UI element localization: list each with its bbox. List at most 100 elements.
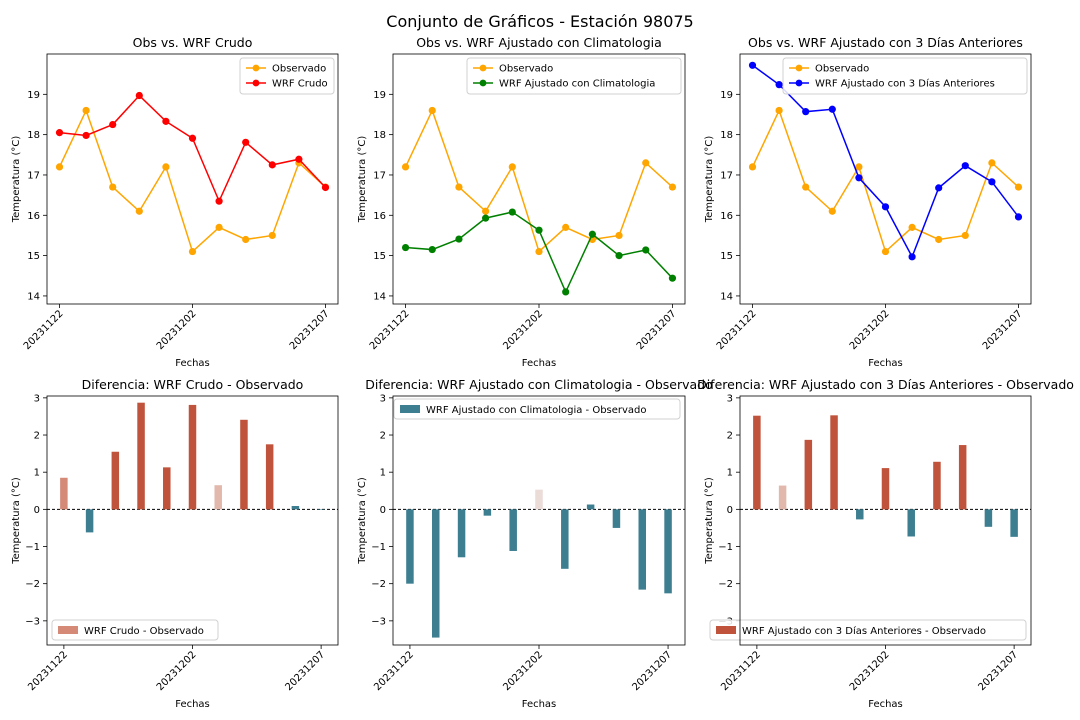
data-point [828,105,836,113]
series-line-0 [751,108,1019,253]
y-tick-label: 2 [727,431,733,442]
data-point [535,247,543,256]
y-tick-label: 17 [27,170,40,181]
chart-title: Obs vs. WRF Ajustado con Climatologia [416,35,662,50]
data-point [881,247,890,256]
bar [612,509,621,528]
data-point [668,183,677,191]
legend-box [51,619,219,641]
data-point [748,163,757,171]
y-tick-label: −3 [25,616,40,627]
x-axis-label: Fechas [175,699,210,710]
x-tick-label: 20231122 [368,308,412,352]
data-point [321,183,330,192]
legend-label: WRF Ajustado con 3 Días Anteriores [815,78,995,90]
legend-box [239,57,335,95]
y-tick-label: 14 [373,291,386,302]
y-tick-label: 3 [727,393,733,404]
y-tick-label: 17 [373,170,386,181]
bar [240,419,248,510]
x-axis-label: Fechas [522,358,557,369]
chart-title: Diferencia: WRF Ajustado con 3 Días Ante… [697,377,1074,392]
data-point [828,207,836,215]
data-point [748,61,757,69]
bar [753,415,761,510]
bar [856,509,864,520]
data-point [215,197,223,205]
bar [509,509,517,551]
data-point [109,120,117,129]
data-point [961,231,969,240]
y-tick-label: −1 [718,542,733,553]
y-tick-label: −2 [718,579,733,590]
bar [1010,509,1018,537]
bar [111,451,120,510]
bar [984,509,993,527]
y-axis-label: Temperatura (°C) [704,477,715,565]
bar [431,509,440,638]
data-point [109,183,117,191]
chart-title: Obs vs. WRF Ajustado con 3 Días Anterior… [748,35,1023,50]
bar [457,509,466,558]
data-point [188,247,197,256]
data-point [562,288,570,296]
bar [664,509,672,594]
bar [561,509,569,569]
bar [958,445,967,510]
data-point [775,81,783,89]
bar [804,439,813,510]
x-tick-label: 20231122 [372,649,416,693]
data-point [428,106,436,115]
y-tick-label: 15 [720,251,733,262]
bar [163,467,171,510]
x-tick-label: 20231202 [501,649,545,693]
y-tick-label: 14 [720,291,733,302]
y-axis-label: Temperatura (°C) [704,136,715,224]
chart-panel-p5: Diferencia: WRF Ajustado con Climatologi… [357,377,713,710]
y-tick-label: −3 [371,616,386,627]
legend-label: WRF Ajustado con 3 Días Anteriores - Obs… [742,625,986,637]
figure-title: Conjunto de Gráficos - Estación 98075 [386,12,693,31]
y-tick-label: 0 [34,505,40,516]
data-point [162,117,170,125]
legend-box [782,57,1028,95]
data-point [908,223,916,231]
bar [830,415,838,510]
data-point [1014,213,1023,221]
plot-frame [392,53,686,305]
bar [933,461,941,510]
x-tick-label: 20231207 [976,649,1020,693]
chart-panel-p2: Obs vs. WRF Ajustado con Climatologia 14 1… [357,35,686,369]
x-tick-label: 20231202 [501,308,545,352]
legend-box [709,619,1027,641]
legend-swatch [58,626,78,634]
plot-frame [46,53,339,305]
data-point [401,163,410,171]
bar [881,468,890,510]
data-point [988,178,996,186]
data-point [642,159,650,167]
bar [907,509,915,537]
data-point [82,131,90,140]
data-point [482,214,490,222]
y-tick-label: −1 [371,542,386,553]
x-tick-label: 20231207 [283,649,327,693]
data-point [668,274,677,282]
data-point [1014,183,1023,191]
data-point [242,138,250,146]
legend-label: WRF Ajustado con Climatologia - Observad… [426,405,647,416]
legend-label: Observado [272,64,326,75]
data-point [508,208,516,216]
legend-marker [795,64,803,72]
y-axis-label: Temperatura (°C) [357,477,368,565]
data-point [162,163,170,171]
legend-marker [252,79,260,87]
chart-title: Obs vs. WRF Crudo [133,35,253,50]
legend-swatch [400,405,420,413]
data-point [615,231,623,240]
x-axis-label: Fechas [175,358,210,369]
legend-marker [479,64,487,72]
legend-marker [795,79,803,87]
